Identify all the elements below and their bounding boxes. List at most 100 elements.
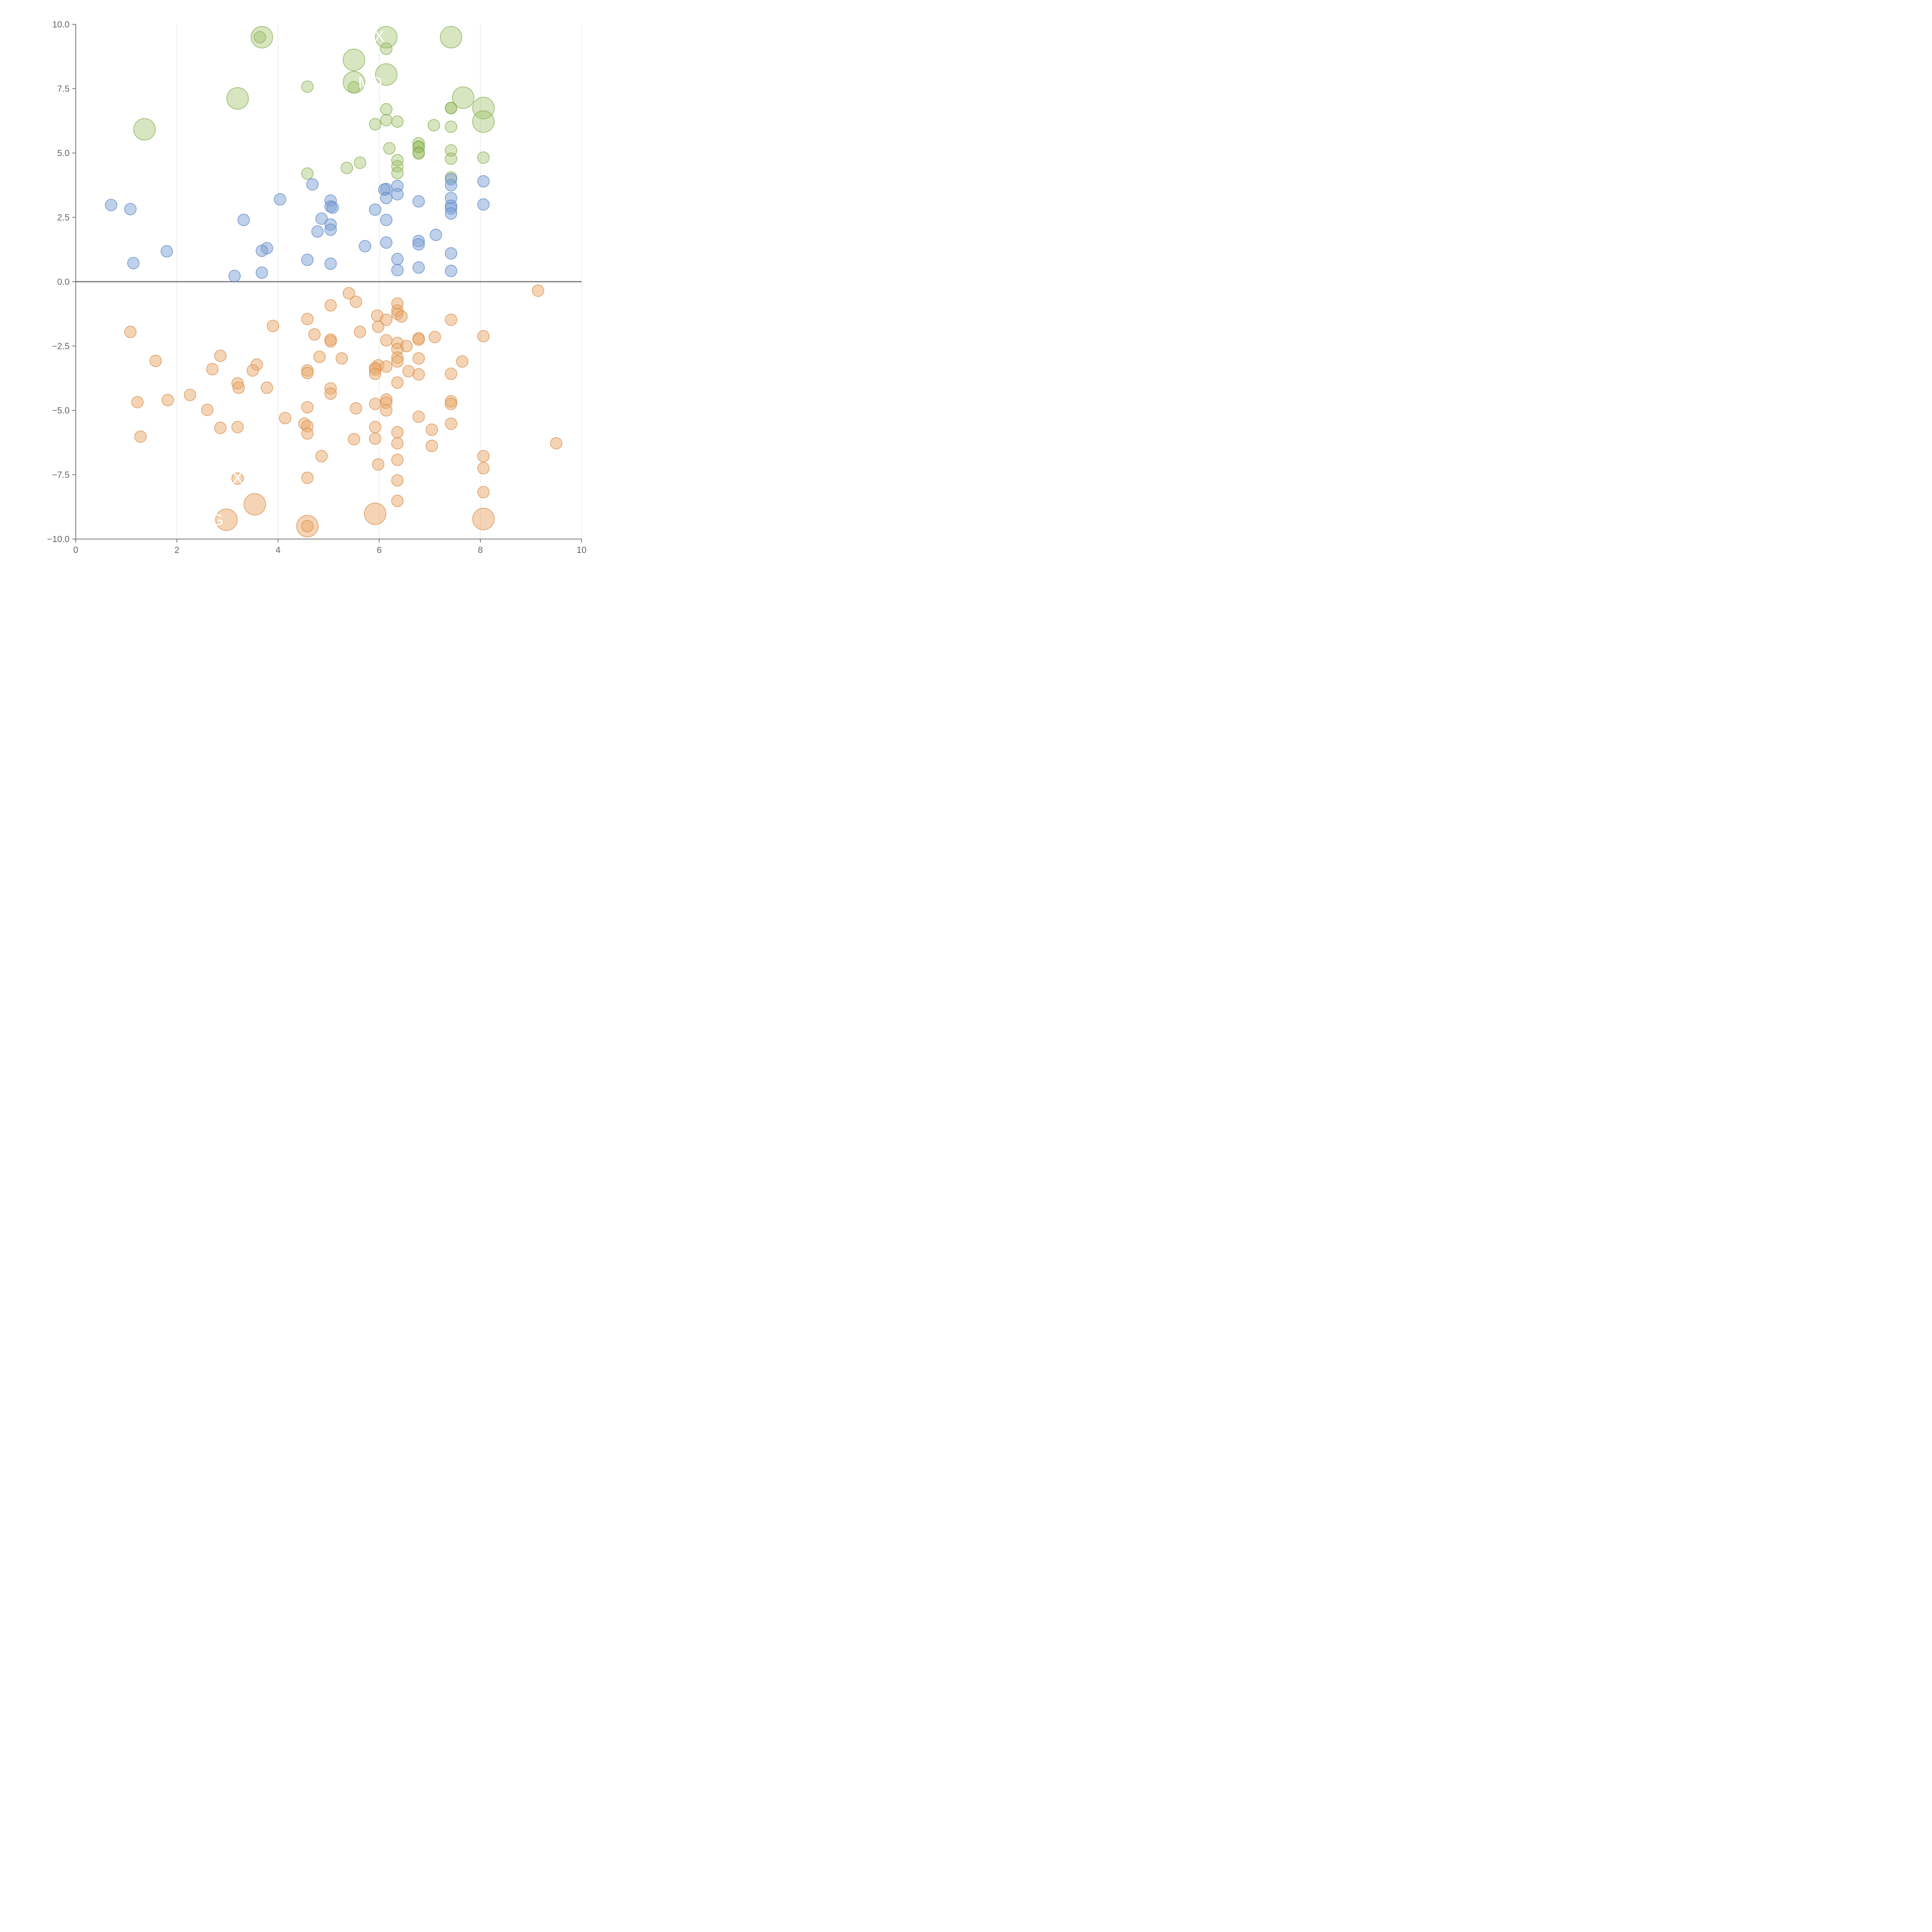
bubble-point-orange xyxy=(279,412,291,424)
bubble-layer xyxy=(105,26,563,537)
bubble-point-green xyxy=(445,152,457,165)
bubble-point-orange xyxy=(532,284,544,297)
bubble-point-blue xyxy=(306,178,319,191)
bubble-point-orange xyxy=(369,398,381,410)
bubble-point-orange xyxy=(372,458,384,471)
bubble-point-blue xyxy=(369,203,381,216)
bubble-point-blue xyxy=(359,240,371,253)
bubble-point-green xyxy=(375,26,398,49)
bubble-point-orange xyxy=(214,422,227,434)
bubble-point-orange xyxy=(477,462,490,474)
bubble-point-orange xyxy=(477,486,490,498)
bubble-point-green xyxy=(452,86,474,109)
bubble-point-green xyxy=(477,151,490,164)
bubble-point-green xyxy=(375,63,398,86)
bubble-point-green xyxy=(440,26,463,49)
bubble-point-green xyxy=(369,118,381,131)
bubble-point-green xyxy=(445,121,457,133)
bubble-point-blue xyxy=(391,264,404,276)
bubble-point-orange xyxy=(301,427,314,440)
bubble-point-orange xyxy=(412,368,425,381)
y-tick-label: 5.0 xyxy=(57,148,70,158)
bubble-point-blue xyxy=(391,253,404,265)
bubble-point-orange xyxy=(391,426,404,439)
bubble-point-orange xyxy=(232,381,245,394)
bubble-point-blue xyxy=(301,253,314,266)
bubble-point-orange xyxy=(206,363,219,376)
bubble-point-orange xyxy=(445,313,457,326)
bubble-point-orange xyxy=(354,325,366,338)
bubble-point-blue xyxy=(237,214,250,226)
bubble-point-orange xyxy=(149,355,162,367)
y-tick-label: −2.5 xyxy=(52,341,70,351)
bubble-point-blue xyxy=(477,198,490,211)
bubble-point-orange xyxy=(324,335,337,348)
bubble-chart: 0 2 4 6 8 10 10.0 7.5 5.0 2.5 0.0 −2.5 −5.0 −7.5 −10.0… xyxy=(0,0,601,601)
bubble-annotation-label: G xyxy=(211,512,223,529)
bubble-point-orange xyxy=(369,421,381,434)
bubble-point-orange xyxy=(162,394,174,406)
bubble-point-orange xyxy=(445,367,457,380)
bubble-point-orange xyxy=(214,349,227,362)
bubble-point-orange xyxy=(267,320,279,332)
bubble-point-green xyxy=(343,48,365,71)
bubble-point-orange xyxy=(324,387,337,400)
bubble-point-blue xyxy=(391,188,404,201)
x-tick-label: 6 xyxy=(377,545,382,555)
chart-svg: 0 2 4 6 8 10 10.0 7.5 5.0 2.5 0.0 −2.5 −5.0 −7.5 −10.0… xyxy=(47,19,587,555)
bubble-point-blue xyxy=(445,179,457,192)
bubble-point-orange xyxy=(131,396,144,408)
bubble-point-blue xyxy=(311,225,324,238)
bubble-point-green xyxy=(133,118,156,141)
bubble-annotation-label: X xyxy=(374,28,384,45)
bubble-point-orange xyxy=(391,376,404,389)
y-tick-label: −7.5 xyxy=(52,470,70,480)
bubble-point-green xyxy=(472,110,495,133)
bubble-point-orange xyxy=(335,352,348,365)
x-tick-label: 10 xyxy=(577,545,587,555)
bubble-point-orange xyxy=(395,310,408,323)
bubble-point-green xyxy=(380,103,393,116)
bubble-point-orange xyxy=(380,404,393,417)
bubble-point-orange xyxy=(201,403,214,416)
bubble-point-orange xyxy=(456,355,469,368)
bubble-point-green xyxy=(380,114,393,126)
bubble-point-orange xyxy=(477,450,490,463)
bubble-point-green xyxy=(383,142,396,155)
bubble-point-orange xyxy=(301,367,314,379)
bubble-point-orange xyxy=(315,450,328,463)
bubble-point-orange xyxy=(391,474,404,487)
bubble-point-orange xyxy=(445,398,457,410)
bubble-point-orange xyxy=(308,328,321,341)
bubble-point-blue xyxy=(127,257,140,269)
bubble-point-orange xyxy=(231,472,244,485)
bubble-point-orange xyxy=(215,509,238,531)
bubble-point-green xyxy=(380,43,393,55)
bubble-point-green xyxy=(348,81,360,94)
bubble-point-orange xyxy=(369,367,381,380)
bubble-point-orange xyxy=(380,360,393,373)
x-tick-label: 0 xyxy=(73,545,78,555)
bubble-point-orange xyxy=(425,439,438,452)
bubble-point-green xyxy=(340,162,353,174)
bubble-point-orange xyxy=(429,331,441,344)
bubble-point-orange xyxy=(412,333,425,346)
bubble-point-blue xyxy=(255,266,268,279)
bubble-point-orange xyxy=(231,421,244,434)
bubble-point-green xyxy=(391,115,404,128)
bubble-point-orange xyxy=(391,453,404,466)
bubble-point-blue xyxy=(430,228,442,241)
bubble-point-green xyxy=(301,167,314,180)
bubble-point-orange xyxy=(247,364,259,377)
bubble-point-green xyxy=(301,80,314,93)
bubble-point-green xyxy=(445,102,457,114)
bubble-point-blue xyxy=(412,238,425,251)
bubble-point-orange xyxy=(477,330,490,343)
bubble-point-orange xyxy=(184,389,196,401)
bubble-point-orange xyxy=(350,402,362,415)
bubble-point-green xyxy=(354,156,366,169)
bubble-point-orange xyxy=(380,334,393,347)
bubble-annotation-label: MD xyxy=(358,74,382,91)
bubble-point-blue xyxy=(380,214,393,226)
bubble-point-blue xyxy=(255,245,268,257)
